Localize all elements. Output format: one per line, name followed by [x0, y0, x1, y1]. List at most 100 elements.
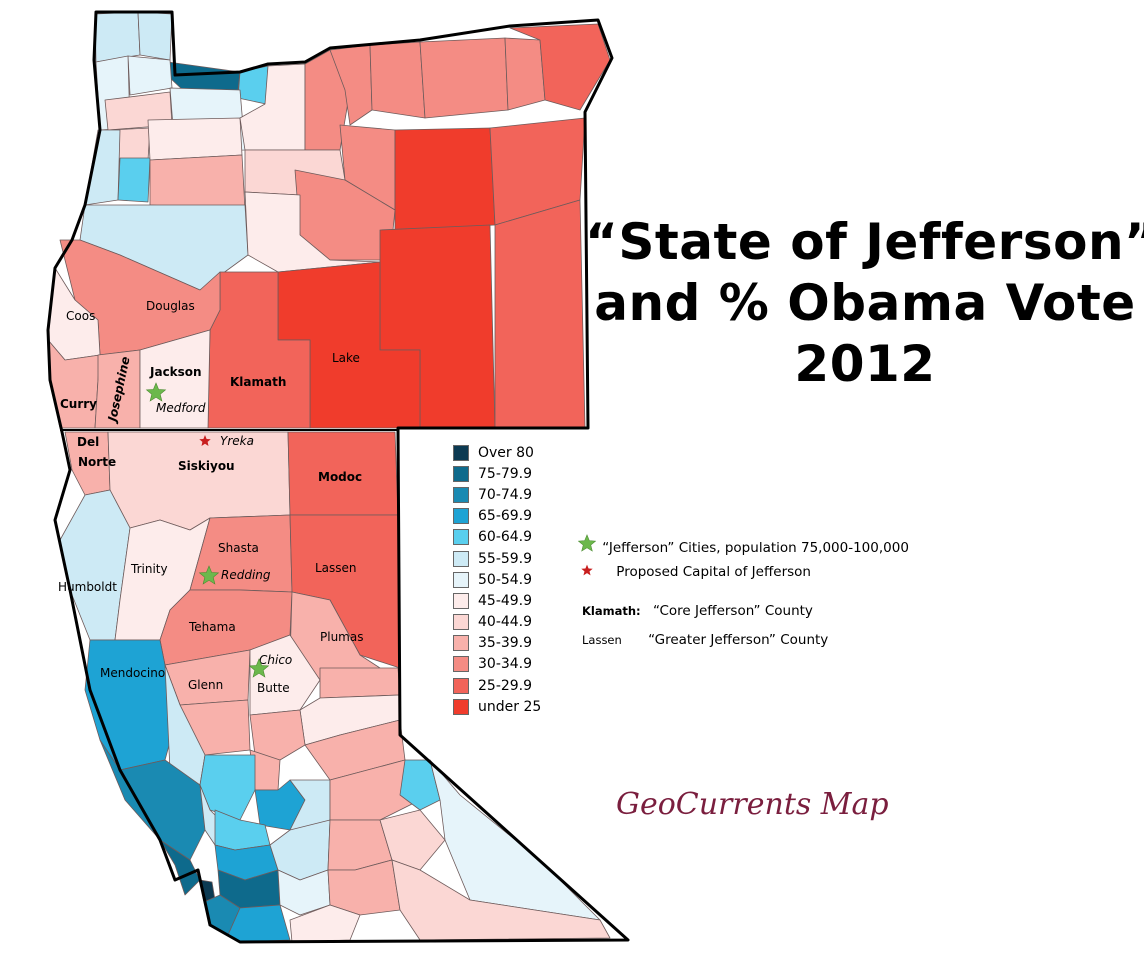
- label-medford: Medford: [156, 401, 206, 415]
- county-shapes: [47, 11, 611, 943]
- key-city-label: “Jefferson” Cities, population 75,000-10…: [602, 540, 909, 556]
- legend-label: 40-44.9: [478, 614, 533, 631]
- legend-swatch: [453, 508, 469, 525]
- color-legend: Over 80 75-79.9 70-74.9 65-69.9 60-64.9 55-59…: [453, 442, 541, 717]
- label-siskiyou: Siskiyou: [178, 459, 235, 473]
- legend-swatch: [453, 465, 469, 482]
- red-star-icon: [576, 564, 598, 580]
- label-yreka: Yreka: [220, 434, 254, 448]
- label-tehama: Tehama: [188, 620, 236, 634]
- legend-swatch: [453, 656, 469, 673]
- legend-row: 50-54.9: [453, 569, 541, 590]
- legend-swatch: [453, 550, 469, 567]
- key-capital-label: Proposed Capital of Jefferson: [616, 564, 811, 580]
- county-labels: Coos Douglas Jackson Medford Klamath Lak…: [58, 299, 363, 695]
- legend-label: 30-34.9: [478, 656, 533, 673]
- legend-row: Over 80: [453, 442, 541, 463]
- legend-row: 75-79.9: [453, 463, 541, 484]
- county-marion: [147, 117, 243, 161]
- county-josephine: [94, 349, 141, 429]
- legend-swatch: [453, 486, 469, 503]
- county-madera: [391, 859, 611, 941]
- county-washington: [127, 55, 173, 96]
- label-del: Del: [77, 435, 99, 449]
- legend-label: 35-39.9: [478, 635, 533, 652]
- region-outline: [46, 10, 630, 944]
- legend-row: under 25: [453, 696, 541, 717]
- label-lake: Lake: [332, 351, 360, 365]
- key-city-row: “Jefferson” Cities, population 75,000-10…: [576, 534, 909, 556]
- county-union: [504, 37, 546, 111]
- label-shasta: Shasta: [218, 541, 259, 555]
- key-greater-example: Lassen: [582, 633, 622, 647]
- label-chico: Chico: [259, 653, 292, 667]
- legend-swatch: [453, 592, 469, 609]
- redding-city-star: [198, 565, 220, 585]
- county-grant: [394, 127, 496, 231]
- key-greater-label: “Greater Jefferson” County: [648, 632, 829, 648]
- legend-row: 40-44.9: [453, 612, 541, 633]
- legend-swatch: [453, 677, 469, 694]
- legend-label: 50-54.9: [478, 571, 533, 588]
- legend-row: 35-39.9: [453, 633, 541, 654]
- county-deschutes: [244, 191, 381, 273]
- legend-label: 55-59.9: [478, 550, 533, 567]
- legend-swatch: [453, 571, 469, 588]
- medford-city-star: [145, 382, 167, 402]
- legend-label: 45-49.9: [478, 592, 533, 609]
- legend-row: 70-74.9: [453, 484, 541, 505]
- key-capital-row: Proposed Capital of Jefferson: [576, 564, 811, 580]
- legend-row: 25-29.9: [453, 675, 541, 696]
- county-benton: [117, 157, 151, 203]
- label-coos: Coos: [66, 309, 95, 323]
- county-yuba: [249, 709, 306, 761]
- yreka-capital-star: [199, 435, 211, 446]
- legend-label: under 25: [478, 698, 542, 715]
- legend-row: 45-49.9: [453, 590, 541, 611]
- legend-label: 25-29.9: [478, 677, 533, 694]
- county-malheur: [494, 199, 586, 429]
- key-core-row: Klamath: “Core Jefferson” County: [582, 603, 813, 619]
- county-lincoln: [84, 129, 121, 206]
- label-modoc: Modoc: [318, 470, 362, 484]
- legend-label: 65-69.9: [478, 508, 533, 525]
- county-amador: [329, 759, 421, 821]
- county-tuolumne: [379, 809, 446, 871]
- county-merced: [289, 904, 361, 943]
- green-star-icon: [576, 534, 598, 556]
- map-credit: GeoCurrents Map: [616, 787, 889, 822]
- county-marin: [159, 839, 201, 896]
- county-clatsop: [94, 11, 141, 63]
- chico-city-star: [248, 658, 270, 678]
- legend-row: 30-34.9: [453, 654, 541, 675]
- legend-label: 75-79.9: [478, 465, 533, 482]
- legend-row: 65-69.9: [453, 506, 541, 527]
- legend-swatch: [453, 635, 469, 652]
- label-klamath: Klamath: [230, 375, 286, 389]
- label-norte: Norte: [78, 455, 116, 469]
- label-plumas: Plumas: [320, 630, 363, 644]
- label-butte: Butte: [257, 681, 290, 695]
- legend-label: Over 80: [478, 444, 534, 461]
- map-markers: [145, 382, 270, 678]
- label-humboldt: Humboldt: [58, 580, 117, 594]
- label-curry: Curry: [60, 397, 97, 411]
- key-core-label: “Core Jefferson” County: [652, 603, 813, 619]
- legend-label: 60-64.9: [478, 529, 533, 546]
- county-sierra: [319, 667, 401, 699]
- county-morrow: [369, 41, 426, 119]
- map-title: “State of Jefferson” and % Obama Vote 20…: [585, 212, 1144, 395]
- title-line-2: and % Obama Vote: [594, 274, 1136, 332]
- label-glenn: Glenn: [188, 678, 223, 692]
- county-linn: [149, 154, 246, 211]
- legend-swatch: [453, 529, 469, 546]
- label-trinity: Trinity: [130, 562, 168, 576]
- label-mendocino: Mendocino: [100, 666, 165, 680]
- title-line-3: 2012: [794, 335, 936, 393]
- key-core-example: Klamath:: [582, 604, 641, 618]
- key-greater-row: Lassen “Greater Jefferson” County: [582, 632, 828, 648]
- county-multnomah: [167, 61, 241, 93]
- county-sherman: [304, 49, 351, 151]
- county-siskiyou: [107, 431, 291, 531]
